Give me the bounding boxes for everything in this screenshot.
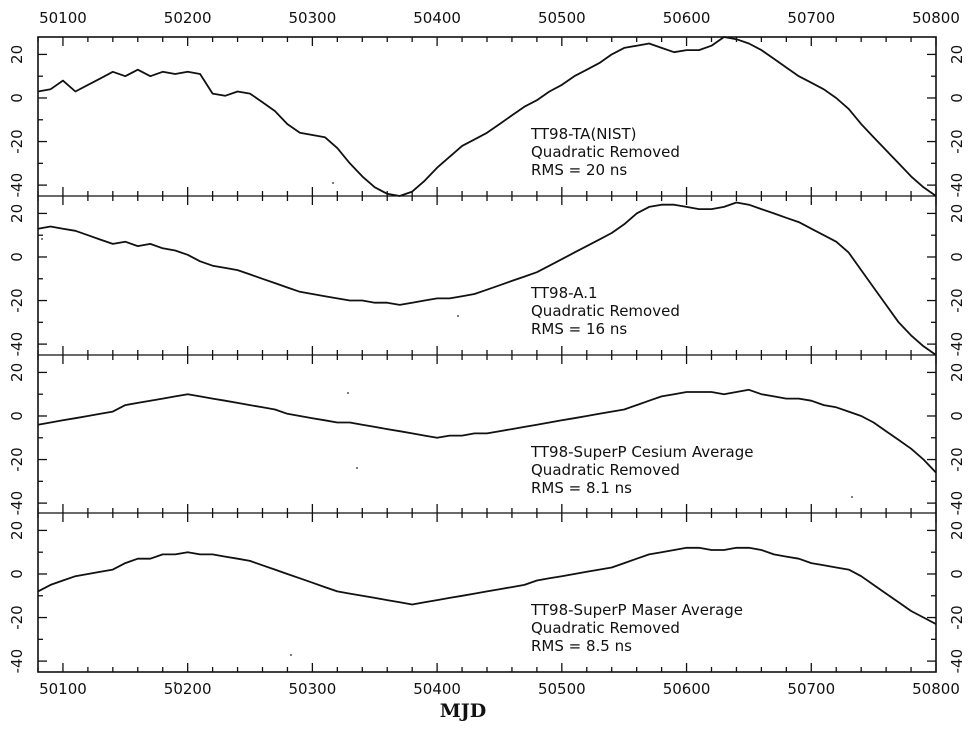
x-tick-label-bottom: 50300: [289, 680, 337, 698]
y-tick-label-left: 0: [8, 93, 26, 103]
scan-speck: [356, 467, 358, 469]
y-tick-label-right: 20: [948, 45, 966, 64]
panel-rms-label: RMS = 20 ns: [531, 161, 627, 179]
x-tick-label-bottom: 50600: [663, 680, 711, 698]
x-axis-title: MJD: [440, 700, 487, 722]
panel-method-label: Quadratic Removed: [531, 143, 680, 161]
y-tick-label-right: 20: [948, 521, 966, 540]
panel-method-label: Quadratic Removed: [531, 619, 680, 637]
scan-speck: [290, 654, 292, 656]
panel-rms-label: RMS = 8.5 ns: [531, 637, 632, 655]
panel-label: TT98-A.1: [530, 284, 598, 302]
y-tick-label-left: -20: [8, 605, 26, 630]
series-line: [37, 36, 937, 197]
x-tick-label-top: 50500: [538, 9, 586, 27]
y-tick-label-left: 20: [8, 204, 26, 223]
panel-rms-label: RMS = 8.1 ns: [531, 479, 632, 497]
y-tick-label-left: -40: [8, 173, 26, 198]
scan-speck: [347, 392, 349, 394]
curves-layer: [37, 36, 937, 625]
panel-label: TT98-TA(NIST): [530, 125, 636, 143]
y-tick-label-left: -20: [8, 288, 26, 313]
series-line: [37, 546, 937, 625]
y-tick-label-left: 0: [8, 252, 26, 262]
scan-speck: [173, 681, 177, 685]
x-tick-label-top: 50400: [413, 9, 461, 27]
panel-method-label: Quadratic Removed: [531, 302, 680, 320]
y-tick-label-left: -40: [8, 491, 26, 516]
x-tick-label-top: 50200: [164, 9, 212, 27]
scan-speck: [41, 238, 43, 240]
x-tick-label-top: 50100: [39, 9, 87, 27]
scan-speck: [851, 496, 853, 498]
panel-label: TT98-SuperP Maser Average: [530, 601, 743, 619]
x-tick-label-top: 50600: [663, 9, 711, 27]
x-tick-label-top: 50800: [912, 9, 960, 27]
y-tick-label-left: 0: [8, 569, 26, 579]
panel-rms-label: RMS = 16 ns: [531, 320, 627, 338]
y-tick-label-right: -40: [948, 332, 966, 357]
y-tick-label-right: 0: [948, 252, 966, 262]
x-tick-label-bottom: 50100: [39, 680, 87, 698]
y-tick-label-right: -20: [948, 129, 966, 154]
x-tick-label-bottom: 50800: [912, 680, 960, 698]
x-tick-label-bottom: 50400: [413, 680, 461, 698]
y-tick-label-left: 20: [8, 521, 26, 540]
axes-layer: [37, 36, 937, 673]
series-line: [37, 388, 937, 474]
x-tick-label-bottom: 50700: [787, 680, 835, 698]
x-tick-label-bottom: 50500: [538, 680, 586, 698]
y-tick-label-right: -20: [948, 447, 966, 472]
y-tick-label-right: -40: [948, 649, 966, 674]
y-tick-label-left: 20: [8, 45, 26, 64]
x-tick-label-top: 50300: [289, 9, 337, 27]
labels-layer: 50100 50100 50200 50200 50300 50300 50400 50400…: [8, 9, 966, 698]
y-tick-label-right: -20: [948, 288, 966, 313]
y-tick-label-left: 0: [8, 411, 26, 421]
panel-label: TT98-SuperP Cesium Average: [530, 443, 754, 461]
y-tick-label-right: 0: [948, 93, 966, 103]
y-tick-label-right: 20: [948, 204, 966, 223]
y-tick-label-right: -40: [948, 173, 966, 198]
panel-method-label: Quadratic Removed: [531, 461, 680, 479]
y-tick-label-right: -40: [948, 491, 966, 516]
y-tick-label-left: -40: [8, 332, 26, 357]
y-tick-label-right: 0: [948, 411, 966, 421]
y-tick-label-left: 20: [8, 363, 26, 382]
y-tick-label-right: 20: [948, 363, 966, 382]
scan-speck: [457, 315, 459, 317]
series-line: [37, 201, 937, 356]
y-tick-label-right: -20: [948, 605, 966, 630]
y-tick-label-left: -20: [8, 447, 26, 472]
y-tick-label-right: 0: [948, 569, 966, 579]
scan-speck: [332, 182, 334, 184]
y-tick-label-left: -40: [8, 649, 26, 674]
y-tick-label-left: -20: [8, 129, 26, 154]
x-tick-label-top: 50700: [787, 9, 835, 27]
x-tick-label-bottom: 50200: [164, 680, 212, 698]
